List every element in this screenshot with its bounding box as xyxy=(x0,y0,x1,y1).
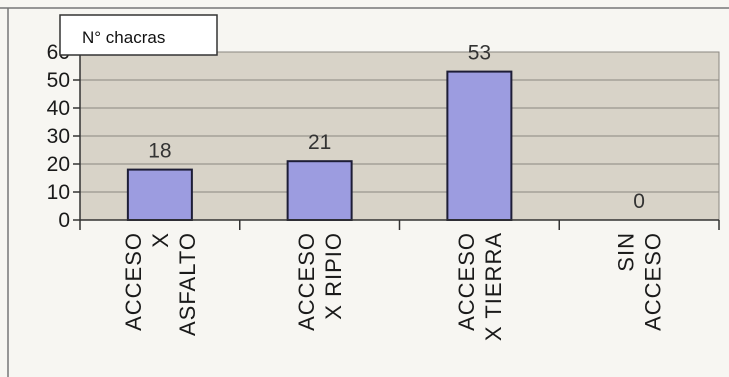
x-category-label: ACCESO X RIPIO xyxy=(294,232,346,331)
category-labels: ACCESO X ASFALTO ACCESO X RIPIO ACCESO X TIERR… xyxy=(121,232,666,341)
x-category-label-line: ACCESO xyxy=(294,232,319,331)
legend-box xyxy=(59,14,218,56)
bar xyxy=(126,168,193,222)
bar xyxy=(446,70,513,221)
y-tick-label: 10 xyxy=(47,181,70,204)
y-tick-label: 40 xyxy=(47,97,70,120)
x-category-label-line: SIN xyxy=(614,232,639,272)
data-label: 21 xyxy=(308,131,331,154)
y-tick-label: 0 xyxy=(58,209,70,232)
x-category-label-line: ASFALTO xyxy=(175,232,200,336)
legend: N° chacras xyxy=(59,14,218,56)
x-category-label-line: X RIPIO xyxy=(321,232,346,320)
x-category-label-line: X xyxy=(148,232,173,248)
x-category-label-line: ACCESO xyxy=(121,232,146,331)
legend-label: N° chacras xyxy=(82,28,165,47)
y-tick-label: 50 xyxy=(47,69,70,92)
data-label: 53 xyxy=(468,42,491,65)
x-category-label: ACCESO X TIERRA xyxy=(454,232,506,341)
data-label: 18 xyxy=(148,140,171,163)
x-category-label-line: X TIERRA xyxy=(481,232,506,341)
data-label: 0 xyxy=(633,190,645,213)
data-labels: 18 21 53 0 xyxy=(148,42,645,213)
x-category-label-line: ACCESO xyxy=(641,232,666,331)
x-category-label-line: ACCESO xyxy=(454,232,479,331)
bar xyxy=(286,160,353,221)
y-tick-label: 20 xyxy=(47,153,70,176)
bars xyxy=(126,70,513,222)
x-category-label: SIN ACCESO xyxy=(614,232,666,331)
x-category-label: ACCESO X ASFALTO xyxy=(121,232,200,336)
y-tick-label: 30 xyxy=(47,125,70,148)
